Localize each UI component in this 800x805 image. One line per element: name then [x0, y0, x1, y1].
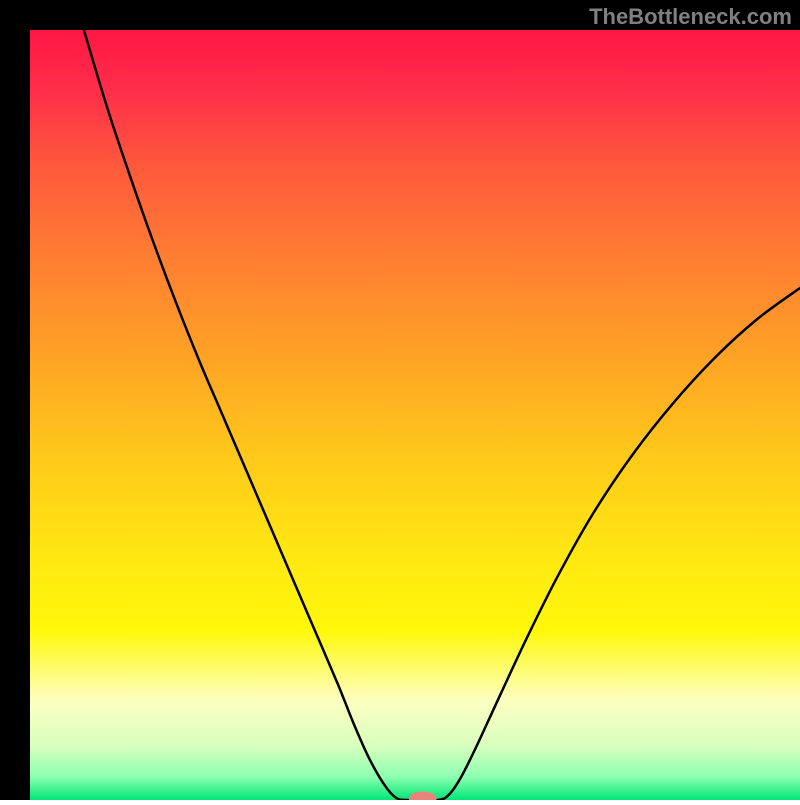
chart-svg: [0, 0, 800, 800]
chart-background: [30, 30, 800, 800]
bottleneck-chart: [0, 0, 800, 800]
